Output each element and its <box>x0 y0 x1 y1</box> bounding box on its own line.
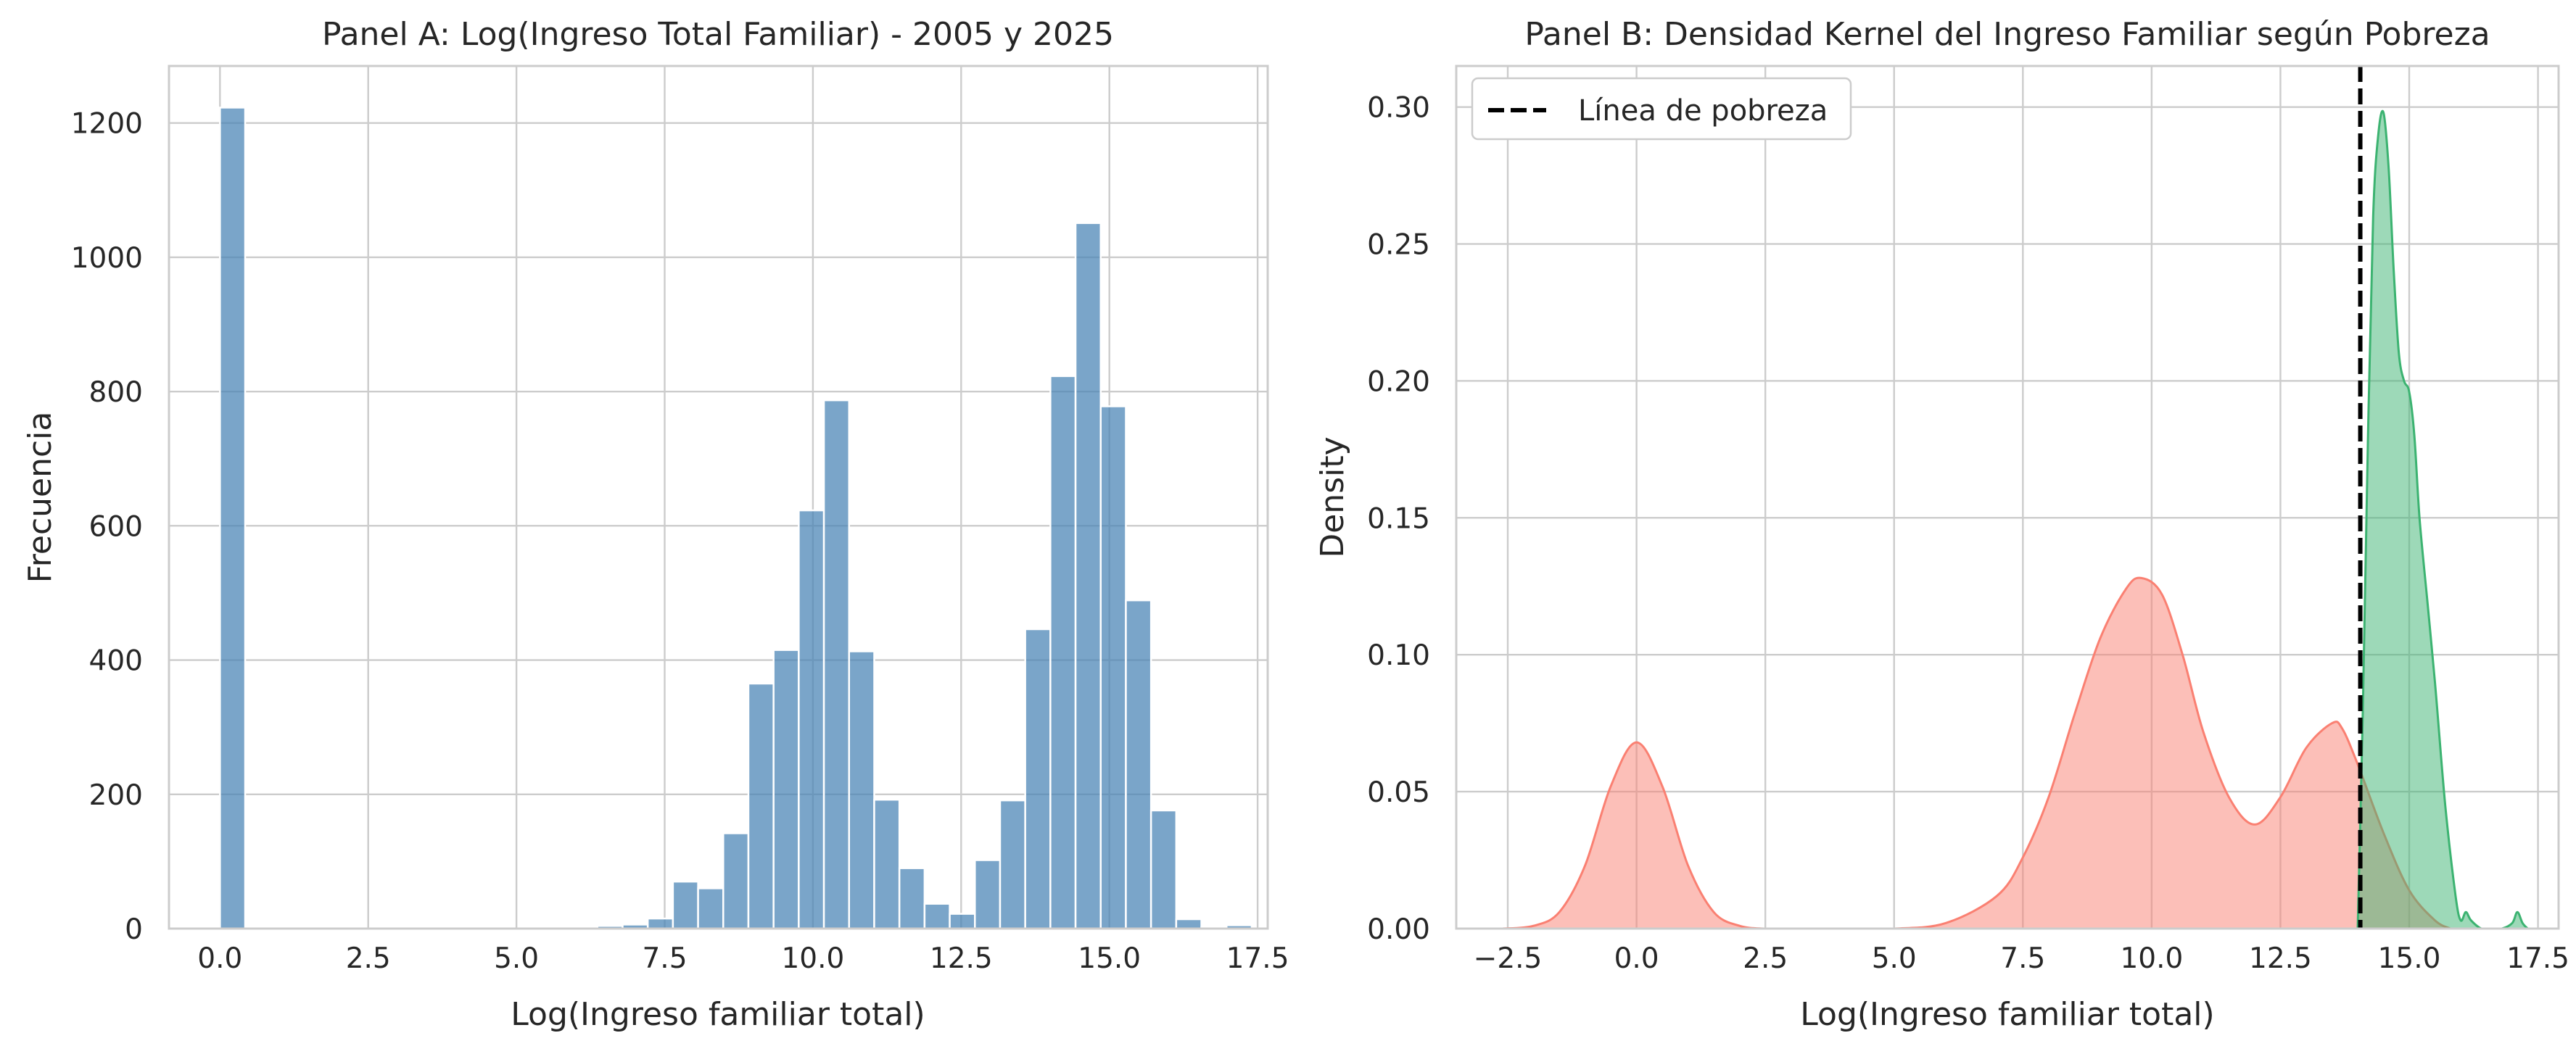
panel-b-x-tick-label: 15.0 <box>2378 942 2441 975</box>
panel-a-y-tick-label: 600 <box>89 510 143 543</box>
histogram-bar <box>722 832 750 930</box>
panel-a-bars <box>219 107 1253 930</box>
panel-b-y-tick-label: 0.15 <box>1367 502 1430 535</box>
histogram-bar <box>1049 375 1077 930</box>
histogram-bar <box>672 880 699 930</box>
panel-b-x-tick-label: 17.5 <box>2506 942 2569 975</box>
legend-label: Línea de pobreza <box>1578 94 1828 128</box>
panel-b-frame <box>1455 65 2560 930</box>
kde-pobre-line <box>1502 576 2451 930</box>
histogram-bar <box>873 798 901 930</box>
panel-b-x-tick-label: 12.5 <box>2249 942 2312 975</box>
histogram-bar <box>949 913 976 930</box>
histogram-bar <box>747 682 775 930</box>
histogram-bar <box>898 867 926 930</box>
panel-b-x-tick-label: 5.0 <box>1872 942 1917 975</box>
panel-a-y-tick-label: 0 <box>125 913 143 946</box>
histogram-bar <box>1149 809 1178 930</box>
panel-b-x-tick-label: 0.0 <box>1614 942 1659 975</box>
panel-a: 0.0 2.5 5.0 7.5 10.0 12.5 15.0 17.5 0 200 400 600 8… <box>22 16 1289 1033</box>
panel-b-x-tick-label: 7.5 <box>2000 942 2045 975</box>
panel-a-x-tick-label: 0.0 <box>197 942 242 975</box>
histogram-bar <box>999 799 1026 930</box>
panel-a-x-tick-label: 7.5 <box>642 942 687 975</box>
panel-a-y-tick-label: 800 <box>89 376 143 409</box>
panel-b-y-ticks: 0.00 0.05 0.10 0.15 0.20 0.25 0.30 <box>1367 92 1430 946</box>
panel-b-x-tick-label: −2.5 <box>1474 942 1543 975</box>
panel-b-y-tick-label: 0.25 <box>1367 229 1430 262</box>
legend: Línea de pobreza <box>1471 77 1852 141</box>
panel-b: −2.5 0.0 2.5 5.0 7.5 10.0 12.5 15.0 17.5 0.000.0… <box>1314 16 2569 1033</box>
panel-b-y-tick-label: 0.30 <box>1367 92 1430 125</box>
panel-b-x-ticks: −2.5 0.0 2.5 5.0 7.5 10.0 12.5 15.0 17.5 <box>1474 942 2569 975</box>
panel-b-x-tick-label: 10.0 <box>2120 942 2183 975</box>
panel-b-x-tick-label: 2.5 <box>1743 942 1788 975</box>
panel-a-x-ticks: 0.0 2.5 5.0 7.5 10.0 12.5 15.0 17.5 <box>197 942 1289 975</box>
histogram-bar <box>1024 628 1052 930</box>
panel-a-title: Panel A: Log(Ingreso Total Familiar) - 2… <box>322 16 1114 53</box>
panel-a-y-tick-label: 400 <box>89 645 143 678</box>
histogram-bar <box>923 902 951 930</box>
histogram-bar <box>974 859 1002 930</box>
panel-a-y-tick-label: 1000 <box>71 242 143 275</box>
panel-a-x-tick-label: 10.0 <box>781 942 844 975</box>
kde-pobre-area <box>1502 578 2451 929</box>
panel-b-title: Panel B: Densidad Kernel del Ingreso Fam… <box>1524 16 2490 53</box>
histogram-bar <box>646 917 674 930</box>
histogram-bar <box>822 399 851 930</box>
panel-a-x-tick-label: 2.5 <box>346 942 391 975</box>
histogram-bar <box>1175 918 1202 930</box>
histogram-bar <box>697 887 724 930</box>
panel-a-y-tick-label: 1200 <box>71 108 143 141</box>
histogram-bar <box>1125 599 1152 930</box>
panel-a-x-tick-label: 15.0 <box>1078 942 1141 975</box>
panel-b-y-tick-label: 0.10 <box>1367 639 1430 672</box>
panel-b-y-tick-label: 0.00 <box>1367 913 1430 946</box>
histogram-bar <box>772 649 800 930</box>
panel-a-y-tick-label: 200 <box>89 779 143 812</box>
histogram-bar <box>848 650 875 930</box>
panel-a-x-tick-label: 12.5 <box>930 942 993 975</box>
kde-no-pobre-area <box>2358 111 2528 929</box>
panel-a-x-tick-label: 17.5 <box>1226 942 1289 975</box>
panel-a-xlabel: Log(Ingreso familiar total) <box>511 996 925 1033</box>
panel-a-x-tick-label: 5.0 <box>494 942 539 975</box>
panel-b-xlabel: Log(Ingreso familiar total) <box>1800 996 2214 1033</box>
histogram-bar <box>1074 222 1102 930</box>
panel-b-y-tick-label: 0.05 <box>1367 776 1430 809</box>
panel-a-y-ticks: 0 200 400 600 800 1000 1200 <box>71 108 143 946</box>
histogram-bar <box>798 509 825 930</box>
legend-box <box>1471 77 1852 141</box>
panel-a-frame <box>168 65 1269 930</box>
panel-a-ylabel: Frecuencia <box>22 412 59 584</box>
panel-b-y-tick-label: 0.20 <box>1367 365 1430 398</box>
histogram-bar <box>219 107 247 930</box>
panel-b-ylabel: Density <box>1314 436 1351 557</box>
histogram-bar <box>1099 405 1127 930</box>
